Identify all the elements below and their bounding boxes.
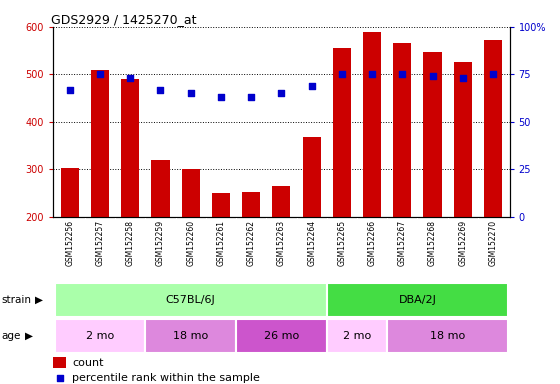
Bar — [333, 48, 351, 217]
Text: GSM152265: GSM152265 — [337, 220, 346, 266]
Text: percentile rank within the sample: percentile rank within the sample — [72, 372, 260, 383]
Point — [126, 75, 135, 81]
Bar — [212, 193, 230, 217]
Bar — [393, 43, 412, 217]
Text: GSM152269: GSM152269 — [458, 220, 467, 266]
Point — [307, 83, 316, 89]
Text: C57BL/6J: C57BL/6J — [166, 295, 216, 305]
Point — [488, 71, 497, 78]
Point — [66, 86, 74, 93]
Text: GSM152261: GSM152261 — [217, 220, 226, 266]
Text: 2 mo: 2 mo — [86, 331, 114, 341]
Bar — [326, 283, 508, 317]
Point — [277, 90, 286, 96]
Text: GSM152260: GSM152260 — [186, 220, 195, 266]
Text: GSM152262: GSM152262 — [246, 220, 256, 266]
Text: GSM152264: GSM152264 — [307, 220, 316, 266]
Text: GSM152257: GSM152257 — [96, 220, 105, 266]
Point — [247, 94, 256, 100]
Bar — [151, 160, 170, 217]
Bar — [363, 31, 381, 217]
Text: count: count — [72, 358, 104, 368]
Bar — [121, 79, 139, 217]
Text: GSM152268: GSM152268 — [428, 220, 437, 266]
Bar — [302, 137, 321, 217]
Bar — [236, 319, 326, 353]
Text: GSM152258: GSM152258 — [126, 220, 135, 266]
Bar — [146, 319, 236, 353]
Point — [186, 90, 195, 96]
Point — [458, 75, 467, 81]
Bar — [387, 319, 508, 353]
Bar — [272, 186, 291, 217]
Bar — [55, 283, 326, 317]
Bar — [60, 169, 79, 217]
Bar — [55, 319, 146, 353]
Point — [55, 375, 64, 381]
Text: GSM152256: GSM152256 — [66, 220, 74, 266]
Bar — [53, 357, 66, 368]
Text: 18 mo: 18 mo — [430, 331, 465, 341]
Point — [428, 73, 437, 79]
Bar — [181, 169, 200, 217]
Text: age: age — [1, 331, 21, 341]
Text: DBA/2J: DBA/2J — [399, 295, 436, 305]
Point — [337, 71, 346, 78]
Text: ▶: ▶ — [35, 295, 43, 305]
Text: ▶: ▶ — [25, 331, 32, 341]
Text: GSM152263: GSM152263 — [277, 220, 286, 266]
Text: GSM152270: GSM152270 — [488, 220, 497, 266]
Bar — [326, 319, 387, 353]
Text: GSM152267: GSM152267 — [398, 220, 407, 266]
Bar — [484, 40, 502, 217]
Point — [217, 94, 226, 100]
Text: GSM152259: GSM152259 — [156, 220, 165, 266]
Bar — [454, 61, 472, 217]
Text: GDS2929 / 1425270_at: GDS2929 / 1425270_at — [51, 13, 197, 26]
Text: 18 mo: 18 mo — [173, 331, 208, 341]
Text: 2 mo: 2 mo — [343, 331, 371, 341]
Point — [96, 71, 105, 78]
Bar — [423, 52, 442, 217]
Point — [398, 71, 407, 78]
Text: 26 mo: 26 mo — [264, 331, 299, 341]
Bar — [242, 192, 260, 217]
Text: strain: strain — [1, 295, 31, 305]
Point — [367, 71, 376, 78]
Bar — [91, 70, 109, 217]
Text: GSM152266: GSM152266 — [367, 220, 376, 266]
Point — [156, 86, 165, 93]
